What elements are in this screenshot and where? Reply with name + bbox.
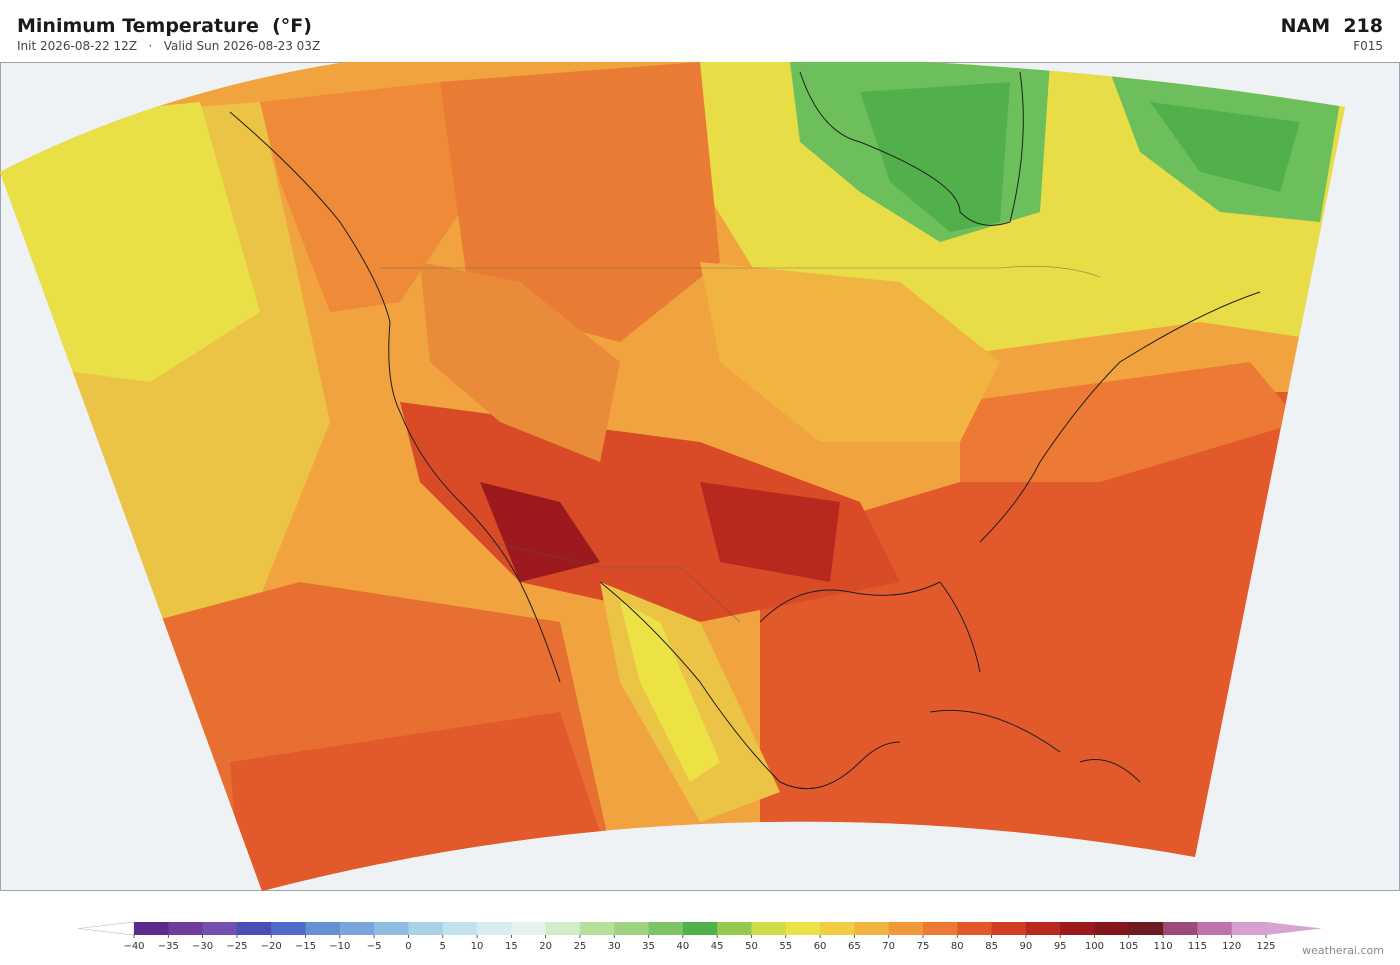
- colorbar-tick-label: 95: [1054, 941, 1067, 952]
- colorbar-swatch: [408, 922, 444, 935]
- colorbar-tick-label: −35: [158, 941, 179, 952]
- colorbar: −40 −35 −30 −25 −20 −15 −10 −5 0 5 10 15 20 25 30 35 40 4…: [77, 921, 1322, 952]
- colorbar-tick-label: 65: [848, 941, 861, 952]
- colorbar-tick-label: 10: [471, 941, 484, 952]
- colorbar-swatch: [922, 922, 958, 935]
- colorbar-swatch: [1163, 922, 1198, 935]
- colorbar-swatch: [751, 922, 787, 935]
- colorbar-swatch: [305, 922, 341, 935]
- colorbar-over: [1266, 922, 1322, 935]
- colorbar-swatch: [134, 922, 169, 935]
- colorbar-tick-label: 55: [779, 941, 792, 952]
- colorbar-tick-label: 70: [882, 941, 895, 952]
- colorbar-tick-label: 90: [1020, 941, 1033, 952]
- colorbar-tick-label: 40: [676, 941, 689, 952]
- colorbar-tick-label: 60: [814, 941, 827, 952]
- colorbar-tick-label: 125: [1256, 941, 1275, 952]
- colorbar-swatch: [545, 922, 581, 935]
- colorbar-tick-label: −15: [295, 941, 316, 952]
- colorbar-tick-label: 100: [1085, 941, 1104, 952]
- colorbar-tick-label: 105: [1119, 941, 1138, 952]
- colorbar-swatch: [682, 922, 718, 935]
- colorbar-tick-label: 0: [405, 941, 411, 952]
- borders: [380, 265, 1101, 623]
- colorbar-tick-label: 5: [440, 941, 446, 952]
- colorbar-swatch: [785, 922, 821, 935]
- colorbar-tick-label: −30: [192, 941, 213, 952]
- colorbar-swatch: [1197, 922, 1233, 935]
- colorbar-swatch: [168, 922, 204, 935]
- colorbar-swatch: [1060, 922, 1095, 935]
- colorbar-tick-label: 20: [539, 941, 552, 952]
- coastlines: [229, 71, 1261, 790]
- colorbar-tick-label: 25: [574, 941, 587, 952]
- colorbar-swatch: [442, 922, 478, 935]
- watermark: weatherai.com: [1302, 944, 1384, 957]
- colorbar-swatch: [854, 922, 890, 935]
- colorbar-tick-label: 85: [985, 941, 998, 952]
- colorbar-tick-label: −5: [367, 941, 382, 952]
- colorbar-tick-label: 110: [1154, 941, 1173, 952]
- colorbar-under: [77, 921, 135, 936]
- colorbar-tick-label: 120: [1222, 941, 1241, 952]
- map: [0, 62, 1400, 892]
- colorbar-swatch: [820, 922, 855, 935]
- colorbar-tick-label: 115: [1188, 941, 1207, 952]
- colorbar-swatch: [236, 922, 272, 935]
- colorbar-swatch: [271, 922, 307, 935]
- colorbar-swatch: [957, 922, 993, 935]
- colorbar-swatch: [579, 922, 615, 935]
- colorbar-tick-label: 50: [745, 941, 758, 952]
- map-subtitle: Init 2026-08-22 12Z · Valid Sun 2026-08-…: [17, 39, 321, 53]
- colorbar-tick-label: −25: [226, 941, 247, 952]
- colorbar-tick-label: 75: [917, 941, 930, 952]
- colorbar-swatch: [477, 922, 512, 935]
- model-name: NAM 218: [1280, 15, 1383, 37]
- colorbar-tick-label: −20: [261, 941, 282, 952]
- colorbar-swatch: [648, 922, 684, 935]
- colorbar-swatch: [339, 922, 375, 935]
- colorbar-tick-label: 80: [951, 941, 964, 952]
- forecast-hour: F015: [1353, 39, 1383, 53]
- colorbar-swatch: [1231, 922, 1267, 935]
- colorbar-swatch: [1094, 922, 1130, 935]
- colorbar-swatch: [202, 922, 238, 935]
- colorbar-swatch: [614, 922, 650, 935]
- colorbar-swatch: [991, 922, 1027, 935]
- colorbar-swatch: [888, 922, 924, 935]
- colorbar-swatch: [511, 922, 547, 935]
- colorbar-tick-label: 45: [711, 941, 724, 952]
- colorbar-tick-label: 30: [608, 941, 621, 952]
- colorbar-tick-label: 35: [642, 941, 655, 952]
- map-title: Minimum Temperature (°F): [17, 15, 312, 37]
- colorbar-swatch: [1128, 922, 1164, 935]
- colorbar-swatch: [717, 922, 752, 935]
- colorbar-swatch: [1025, 922, 1061, 935]
- colorbar-swatch: [374, 922, 409, 935]
- colorbar-tick-label: −40: [123, 941, 144, 952]
- colorbar-tick-label: −10: [329, 941, 350, 952]
- colorbar-tick-label: 15: [505, 941, 518, 952]
